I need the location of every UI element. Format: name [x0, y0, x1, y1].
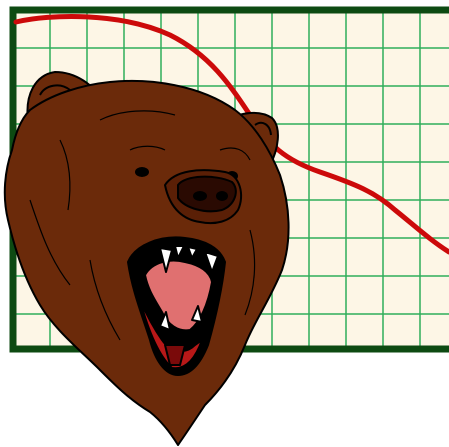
- bear-head: [5, 72, 289, 445]
- bear-market-illustration: [0, 0, 449, 447]
